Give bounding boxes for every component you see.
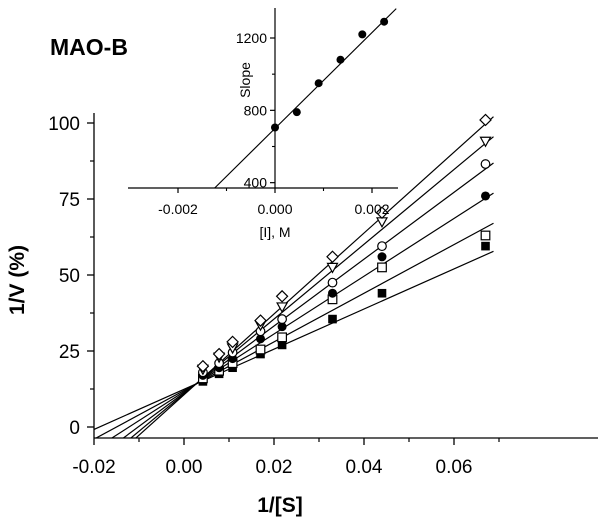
- x-tick-label: -0.02: [72, 457, 115, 478]
- inset-fit-line-group: [213, 8, 397, 188]
- inset-data-point: [358, 30, 367, 39]
- data-point: [277, 322, 287, 332]
- inset-x-tick-label: 0.000: [257, 201, 292, 217]
- data-point: [481, 191, 490, 201]
- y-tick-label: 100: [48, 114, 80, 135]
- data-point: [375, 217, 389, 229]
- inset-x-tick-label: 0.002: [354, 201, 389, 217]
- inset-y-axis-label: Slope: [237, 62, 253, 98]
- data-point: [276, 302, 289, 314]
- y-tick-label: 25: [59, 342, 80, 363]
- data-points: [196, 113, 492, 386]
- fit-line: [134, 116, 494, 438]
- inset-data-point: [292, 108, 301, 117]
- data-point: [480, 230, 491, 241]
- inset-data-point: [314, 79, 323, 88]
- inset-plot: -0.002 0.000 0.002 400 800 1200 [I], M Slope: [128, 8, 398, 240]
- fit-line: [122, 162, 494, 438]
- data-point: [226, 335, 239, 349]
- data-point: [375, 206, 389, 220]
- data-point: [254, 314, 267, 327]
- x-tick-label: 0.04: [346, 457, 383, 478]
- fit-line: [94, 250, 494, 431]
- data-point: [255, 344, 266, 355]
- main-plot: -0.02 0.00 0.02 0.04 0.06 0 25 50 75 100 1/[S] 1/V …: [6, 113, 598, 517]
- y-tick-label: 75: [59, 190, 80, 211]
- fit-line: [129, 136, 494, 438]
- data-point: [212, 347, 226, 361]
- x-tick-label: 0.02: [256, 457, 293, 478]
- data-point: [377, 252, 387, 262]
- inset-y-tick-label: 400: [244, 175, 268, 191]
- data-point: [277, 314, 288, 324]
- x-tick-label: 0.00: [166, 457, 203, 478]
- inset-data-point: [380, 17, 389, 26]
- data-point: [328, 288, 337, 298]
- inset-y-tick-label: 800: [244, 102, 268, 118]
- inset-x-tick-label: -0.002: [158, 201, 198, 217]
- data-point: [277, 340, 287, 350]
- data-point: [479, 113, 492, 127]
- data-point: [480, 159, 491, 169]
- x-axis-label: 1/[S]: [257, 494, 303, 517]
- y-tick-label: 50: [59, 266, 80, 287]
- data-point: [326, 262, 339, 274]
- chart-title: MAO-B: [50, 34, 128, 60]
- data-point: [479, 136, 492, 148]
- y-axis-label: 1/V (%): [6, 245, 29, 315]
- inset-x-axis-label: [I], M: [259, 224, 290, 240]
- data-point: [377, 288, 387, 298]
- data-point: [328, 314, 337, 324]
- data-point: [275, 289, 289, 303]
- data-point: [377, 241, 387, 252]
- data-point: [277, 332, 287, 343]
- data-point: [481, 241, 490, 251]
- fit-line: [94, 222, 494, 438]
- data-point: [377, 262, 387, 273]
- inset-fit-line: [213, 8, 397, 188]
- data-point: [256, 334, 265, 344]
- y-tick-label: 0: [69, 418, 80, 439]
- inset-background: [128, 8, 398, 196]
- inset-data-point: [271, 123, 279, 132]
- data-point: [326, 250, 339, 264]
- fit-lines: [94, 116, 494, 438]
- x-tick-label: 0.06: [436, 457, 473, 478]
- inset-y-tick-label: 1200: [236, 30, 267, 46]
- data-point: [327, 277, 338, 288]
- inset-data-point: [336, 55, 345, 64]
- fit-line: [110, 192, 494, 438]
- data-point: [196, 359, 210, 373]
